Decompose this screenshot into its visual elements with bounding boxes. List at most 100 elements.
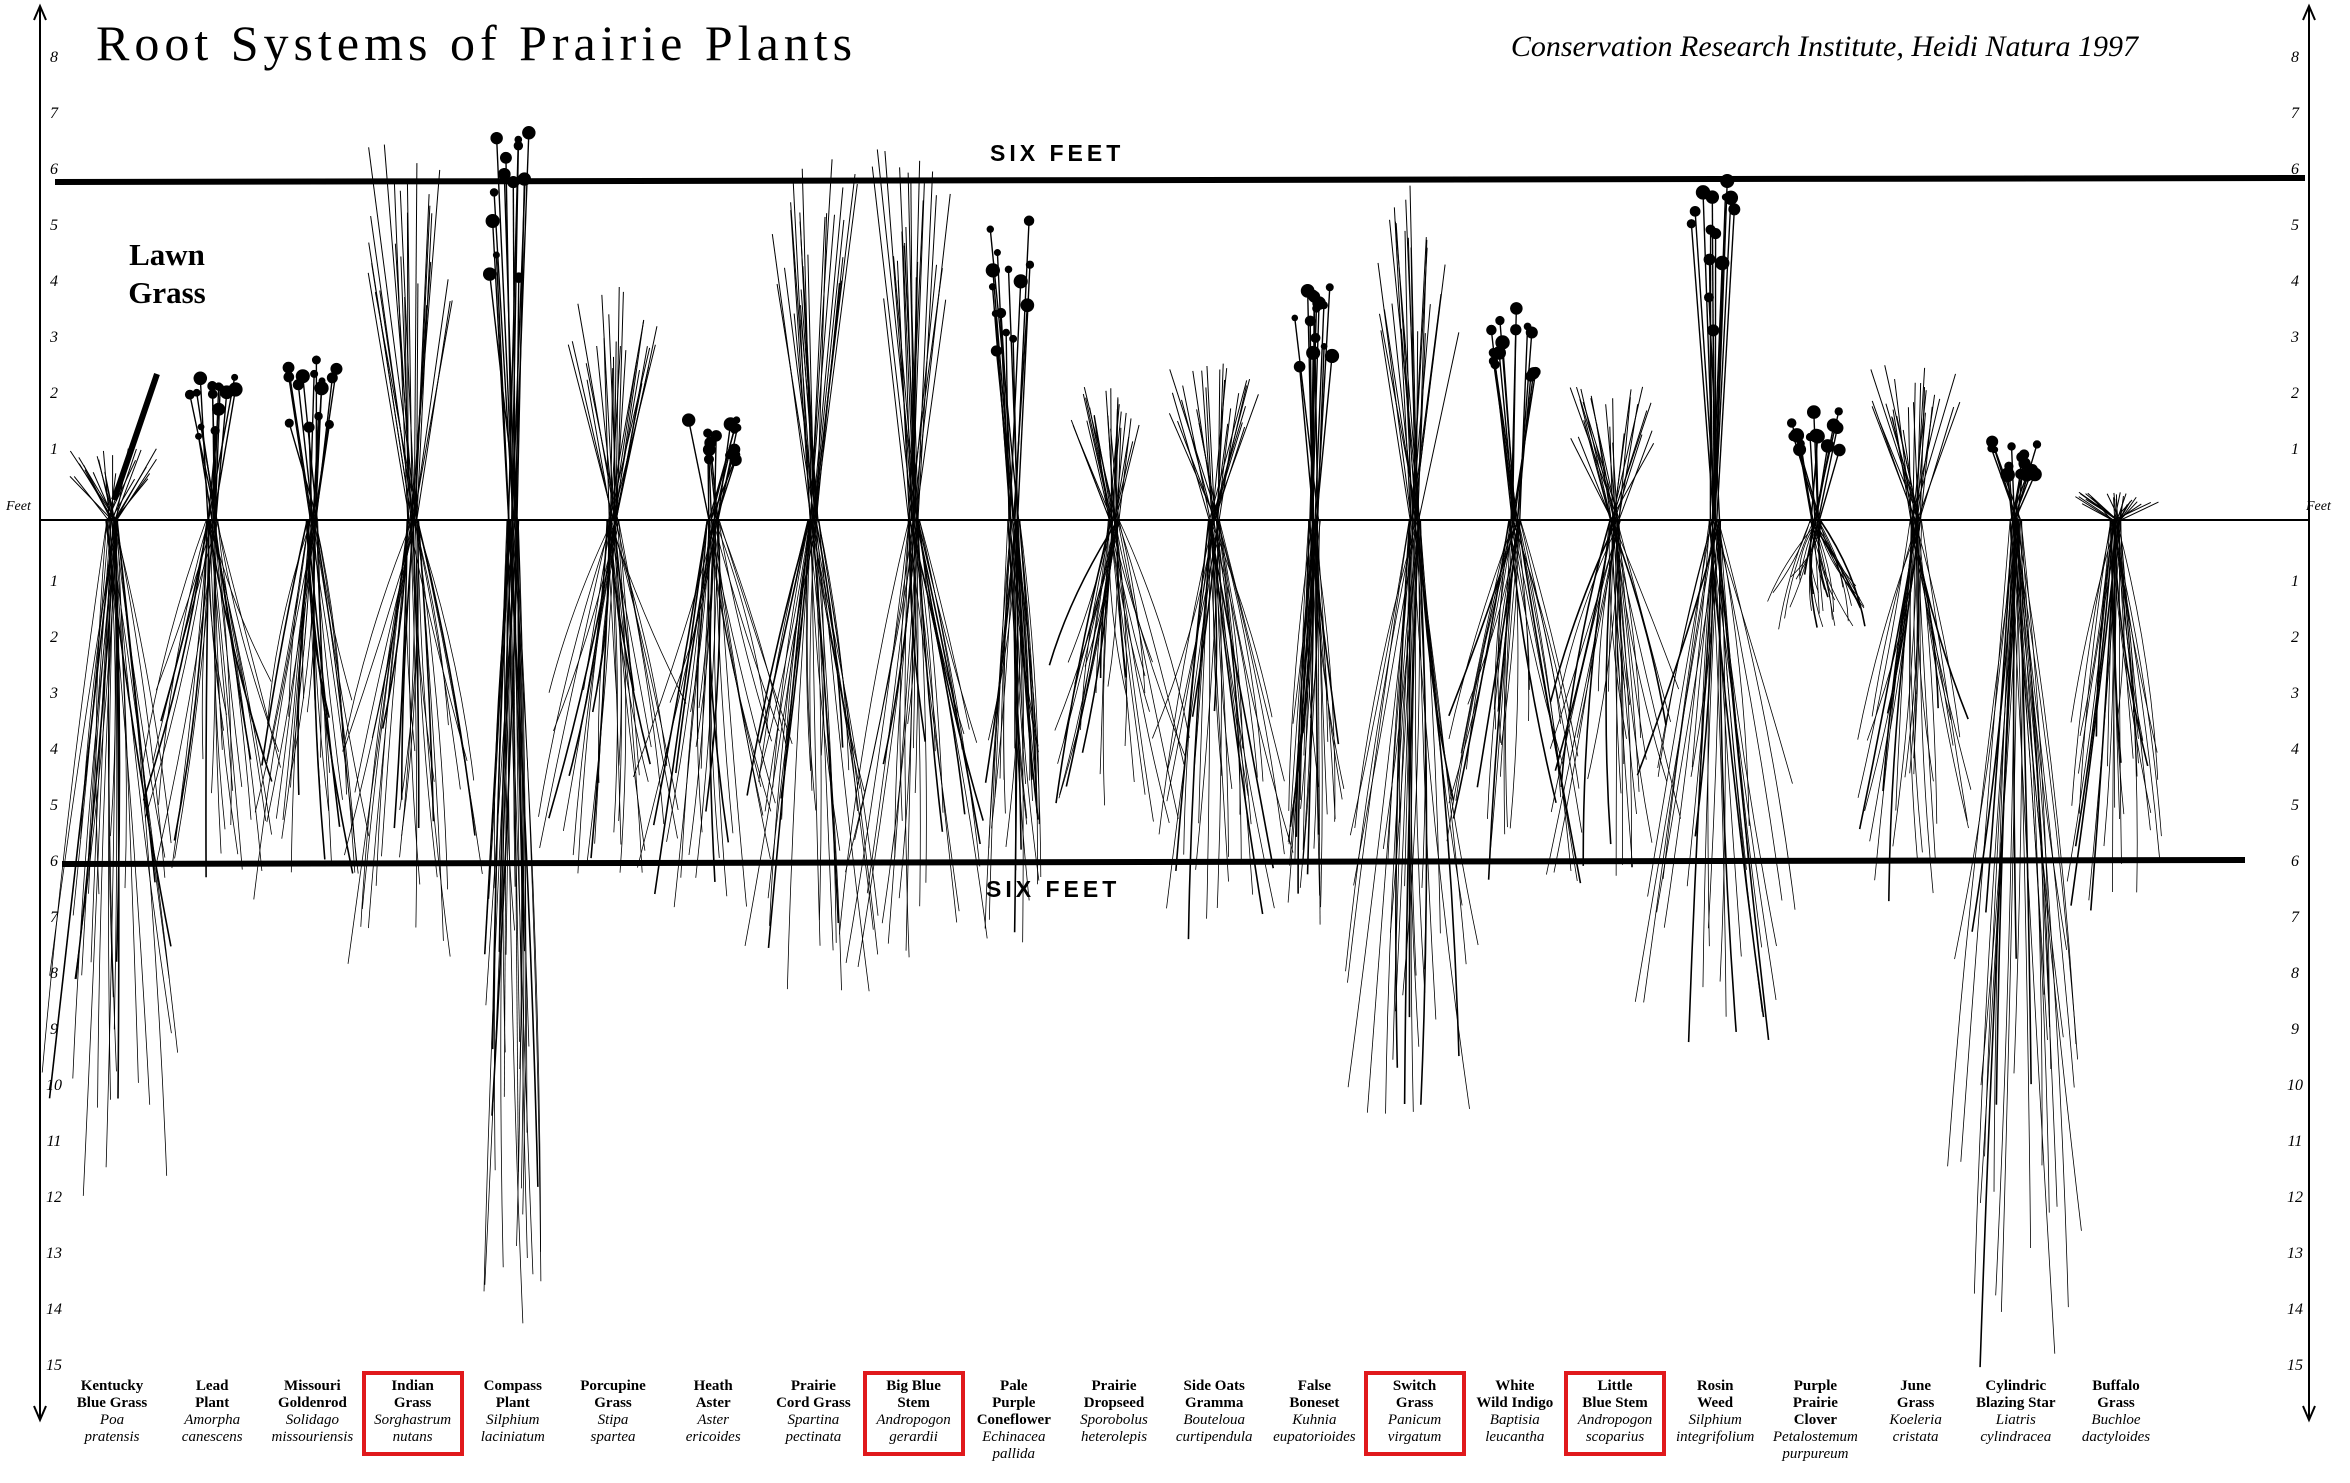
- axis-arrow-down: [2302, 1405, 2316, 1423]
- root-strand: [548, 519, 617, 819]
- shoot-stem: [1082, 393, 1112, 521]
- shoot-stem: [413, 163, 418, 521]
- root-strand: [845, 519, 910, 963]
- foliage-cluster: [1704, 292, 1714, 303]
- shoot-stem: [374, 291, 418, 521]
- root-strand: [381, 519, 410, 857]
- foliage-cluster: [1986, 435, 1999, 448]
- root-strand: [1947, 519, 2019, 1167]
- shoot-stem: [197, 436, 213, 521]
- root-strand: [1499, 519, 1521, 777]
- shoot-stem: [596, 345, 615, 521]
- root-strand: [111, 519, 127, 889]
- root-strand: [106, 519, 151, 1105]
- shoot-stem: [912, 193, 951, 521]
- root-strand: [1419, 519, 1441, 934]
- shoot-stem: [1490, 329, 1513, 521]
- shoot-stem: [1618, 430, 1653, 521]
- plant-scientific-name: gerardii: [889, 1429, 938, 1445]
- foliage-cluster: [303, 421, 315, 433]
- shoot-stem: [2081, 503, 2113, 521]
- root-strand: [316, 519, 331, 773]
- shoot-stem: [106, 460, 137, 521]
- root-strand: [1857, 519, 1911, 798]
- plant-scientific-name: Buchloe: [2091, 1412, 2141, 1428]
- root-strand: [1353, 519, 1418, 886]
- foliage-cluster: [295, 369, 310, 384]
- root-strand: [401, 519, 418, 836]
- root-strand: [1287, 519, 1318, 903]
- plant-scientific-name: missouriensis: [271, 1429, 354, 1445]
- plant-common-name: White: [1495, 1378, 1535, 1394]
- foliage-cluster: [318, 377, 326, 385]
- shoot-stem: [503, 174, 516, 521]
- plant-scientific-name: ericoides: [685, 1429, 741, 1445]
- shoot-stem: [73, 476, 109, 521]
- shoot-stem: [1310, 352, 1314, 521]
- root-strand: [2015, 519, 2043, 1166]
- root-strand: [1486, 519, 1519, 819]
- highlight-box: [862, 1371, 965, 1456]
- plant-figure: [744, 159, 879, 992]
- shoot-stem: [1916, 394, 1936, 521]
- root-strand: [1973, 519, 2022, 1294]
- root-strand: [1702, 519, 1720, 988]
- root-strand: [718, 519, 793, 744]
- shoot-stem: [288, 376, 312, 521]
- root-strand: [805, 519, 812, 771]
- shoot-stem: [1110, 388, 1113, 521]
- root-strand: [1411, 519, 1470, 1109]
- foliage-cluster: [197, 423, 205, 431]
- plant-scientific-name: Bouteloua: [1183, 1412, 1246, 1428]
- shoot-stem: [884, 151, 914, 521]
- root-strand: [517, 519, 527, 1215]
- root-strand: [2066, 519, 2113, 882]
- foliage-cluster: [1324, 348, 1340, 364]
- plant-label: Switch Grass Panicum virgatum: [1356, 1371, 1474, 1456]
- plant-scientific-name: Stipa: [597, 1412, 629, 1428]
- root-strand: [1960, 519, 2011, 1162]
- root-strand: [410, 519, 435, 782]
- depth-tick-label: 5: [50, 217, 58, 234]
- plant-common-name: Purple: [1793, 1378, 1838, 1394]
- shoot-stem: [1879, 421, 1921, 521]
- shoot-stem: [1610, 443, 1655, 521]
- shoot-stem: [713, 455, 730, 521]
- shoot-stem: [1800, 443, 1813, 521]
- root-strand: [1059, 519, 1111, 796]
- root-strand: [711, 519, 764, 816]
- shoot-stem: [776, 283, 816, 521]
- plant-figure: [142, 371, 281, 878]
- root-strand: [2115, 519, 2125, 815]
- root-strand: [1216, 519, 1233, 789]
- root-strand: [1799, 519, 1819, 583]
- root-strand: [744, 519, 812, 947]
- shoot-stem: [215, 392, 228, 521]
- root-strand: [1913, 519, 1919, 775]
- plant-common-name: Indian: [391, 1378, 434, 1394]
- root-strand: [2088, 519, 2120, 901]
- shoot-stem: [2106, 493, 2121, 521]
- plant-common-name: Plant: [495, 1395, 530, 1411]
- root-strand: [548, 519, 613, 693]
- depth-tick-label: 1: [50, 441, 58, 458]
- plant-scientific-name: integrifolium: [1676, 1429, 1755, 1445]
- root-strand: [95, 519, 108, 895]
- credit-line: Conservation Research Institute, Heidi N…: [1510, 30, 2138, 63]
- plant-common-name: Lead: [195, 1378, 229, 1394]
- shoot-stem: [313, 368, 338, 521]
- plant-figure: [1546, 386, 1681, 876]
- depth-tick-label: 8: [2291, 49, 2299, 66]
- depth-tick-label: 2: [50, 385, 58, 402]
- plant-common-name: Grass: [1896, 1395, 1935, 1411]
- root-strand: [1210, 519, 1273, 718]
- root-strand: [999, 519, 1011, 779]
- plant-scientific-name: purpureum: [1782, 1446, 1849, 1462]
- shoot-stem: [1380, 330, 1411, 521]
- root-strand: [1191, 519, 1219, 717]
- shoot-stem: [2078, 496, 2114, 521]
- root-strand: [1500, 519, 1520, 746]
- axis-arrow-up: [33, 3, 47, 21]
- foliage-cluster: [1510, 324, 1522, 336]
- shoot-stem: [790, 210, 811, 521]
